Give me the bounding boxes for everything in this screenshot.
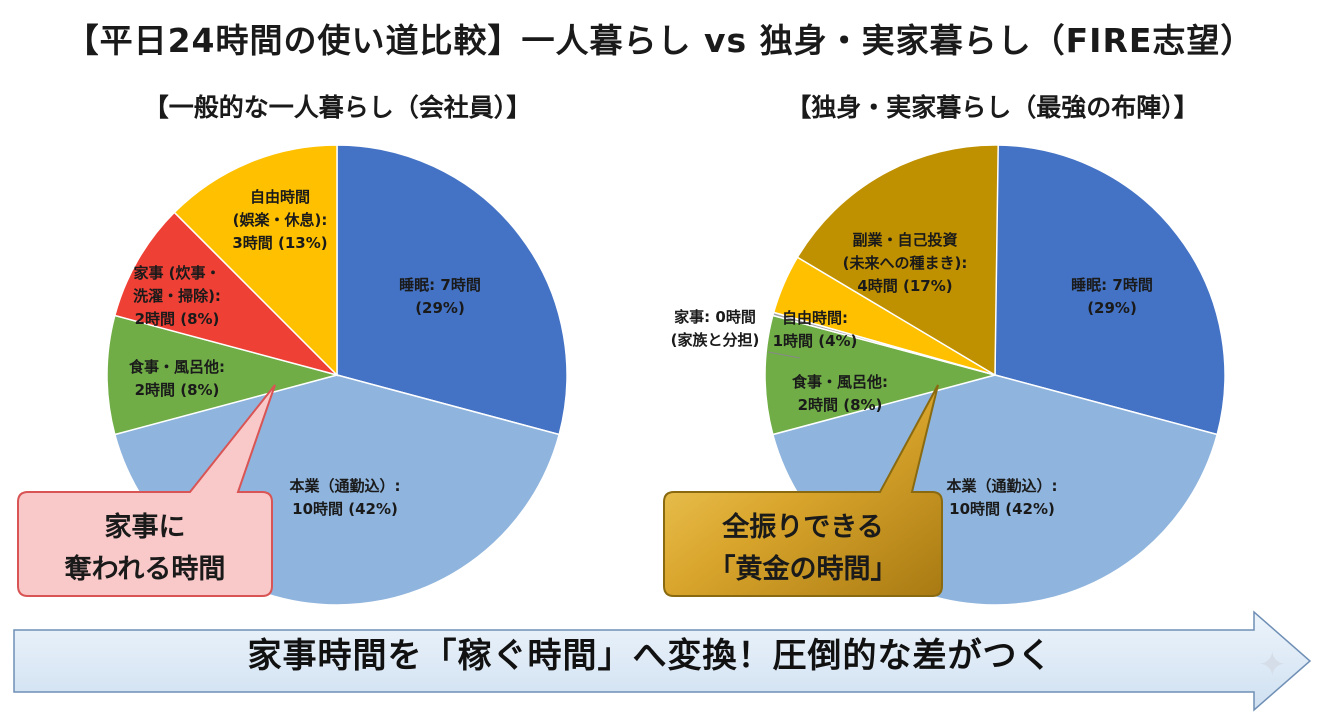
pie-0-slice-1-label-1: 10時間 (42%) <box>292 500 398 518</box>
pie-left: 睡眠: 7時間 (29%) 本業（通勤込）: 10時間 (42%) 食事・風呂他: 2時間… <box>106 144 568 606</box>
pie-0-slice-4-label-0: 自由時間 <box>250 188 310 206</box>
pie-0-slice-2 <box>106 314 340 436</box>
pie-0-slice-3 <box>113 211 340 377</box>
right-callout-bubble <box>663 384 943 597</box>
pie-0-slice-3-label-2: 2時間 (8%) <box>135 310 220 328</box>
left-callout-line-0: 家事に <box>105 511 186 543</box>
pie-1-slice-5-label-2: 4時間 (17%) <box>857 277 952 295</box>
pie-0-slice-2-label-1: 2時間 (8%) <box>135 381 220 399</box>
pie-0-slice-1-label-0: 本業（通勤込）: <box>290 477 401 495</box>
pie-1-slice-5-label-1: (未来への種まき): <box>843 254 968 272</box>
pie-0-slice-2-label-0: 食事・風呂他: <box>129 358 225 376</box>
pie-right: 睡眠: 7時間 (29%) 本業（通勤込）: 10時間 (42%) 食事・風呂他: 2時間… <box>671 144 1226 606</box>
left-chart-title: 【一般的な一人暮らし（会社員）】 <box>143 93 532 122</box>
pie-0-slice-3-label-1: 洗濯・掃除): <box>133 287 221 305</box>
pie-0-slice-0 <box>336 144 568 436</box>
pie-1-slice-4-label-1: 1時間 (4%) <box>773 332 858 350</box>
zero-slice-leader <box>767 351 801 359</box>
pie-1-slice-5 <box>796 144 999 377</box>
pie-1-slice-2-label-1: 2時間 (8%) <box>798 396 883 414</box>
pie-0-slice-4 <box>173 144 338 377</box>
pie-1-slice-2 <box>764 314 998 436</box>
pie-0-slice-3-label-0: 家事 (炊事・ <box>133 264 220 282</box>
left-callout-bubble <box>17 384 276 597</box>
right-callout-line-0: 全振りできる <box>721 511 883 543</box>
pie-1-slice-0-label-0: 睡眠: 7時間 <box>1071 276 1153 294</box>
banner-text: 家事時間を「稼ぐ時間」へ変換！圧倒的な差がつく <box>247 636 1053 676</box>
main-title: 【平日24時間の使い道比較】一人暮らし vs 独身・実家暮らし（FIRE志望） <box>65 21 1255 60</box>
pie-0-slice-0-label-1: (29%) <box>415 299 465 317</box>
pie-0-slice-4-label-1: (娯楽・休息): <box>233 211 328 229</box>
pie-1-slice-1-label-1: 10時間 (42%) <box>949 500 1055 518</box>
pie-1-slice-3-label-1: (家族と分担) <box>671 331 760 349</box>
pie-1-slice-1-label-0: 本業（通勤込）: <box>947 477 1058 495</box>
pie-1-slice-4-label-0: 自由時間: <box>782 309 848 327</box>
right-chart-title: 【独身・実家暮らし（最強の布陣）】 <box>786 93 1199 122</box>
pie-0-slice-0-label-0: 睡眠: 7時間 <box>399 276 481 294</box>
right-callout-line-1: 「黄金の時間」 <box>709 553 898 585</box>
pie-1-slice-0-label-1: (29%) <box>1087 299 1137 317</box>
pie-1-slice-2-label-0: 食事・風呂他: <box>792 373 888 391</box>
pie-1-slice-0 <box>994 144 1226 436</box>
banner-arrow <box>13 610 1312 712</box>
pie-0-slice-4-label-2: 3時間 (13%) <box>232 234 327 252</box>
sparkle-icon: ✦ <box>1258 645 1287 685</box>
left-callout-line-1: 奪われる時間 <box>65 553 226 585</box>
pie-1-slice-5-label-0: 副業・自己投資 <box>852 231 957 249</box>
pie-1-slice-3-label-0: 家事: 0時間 <box>674 308 756 326</box>
